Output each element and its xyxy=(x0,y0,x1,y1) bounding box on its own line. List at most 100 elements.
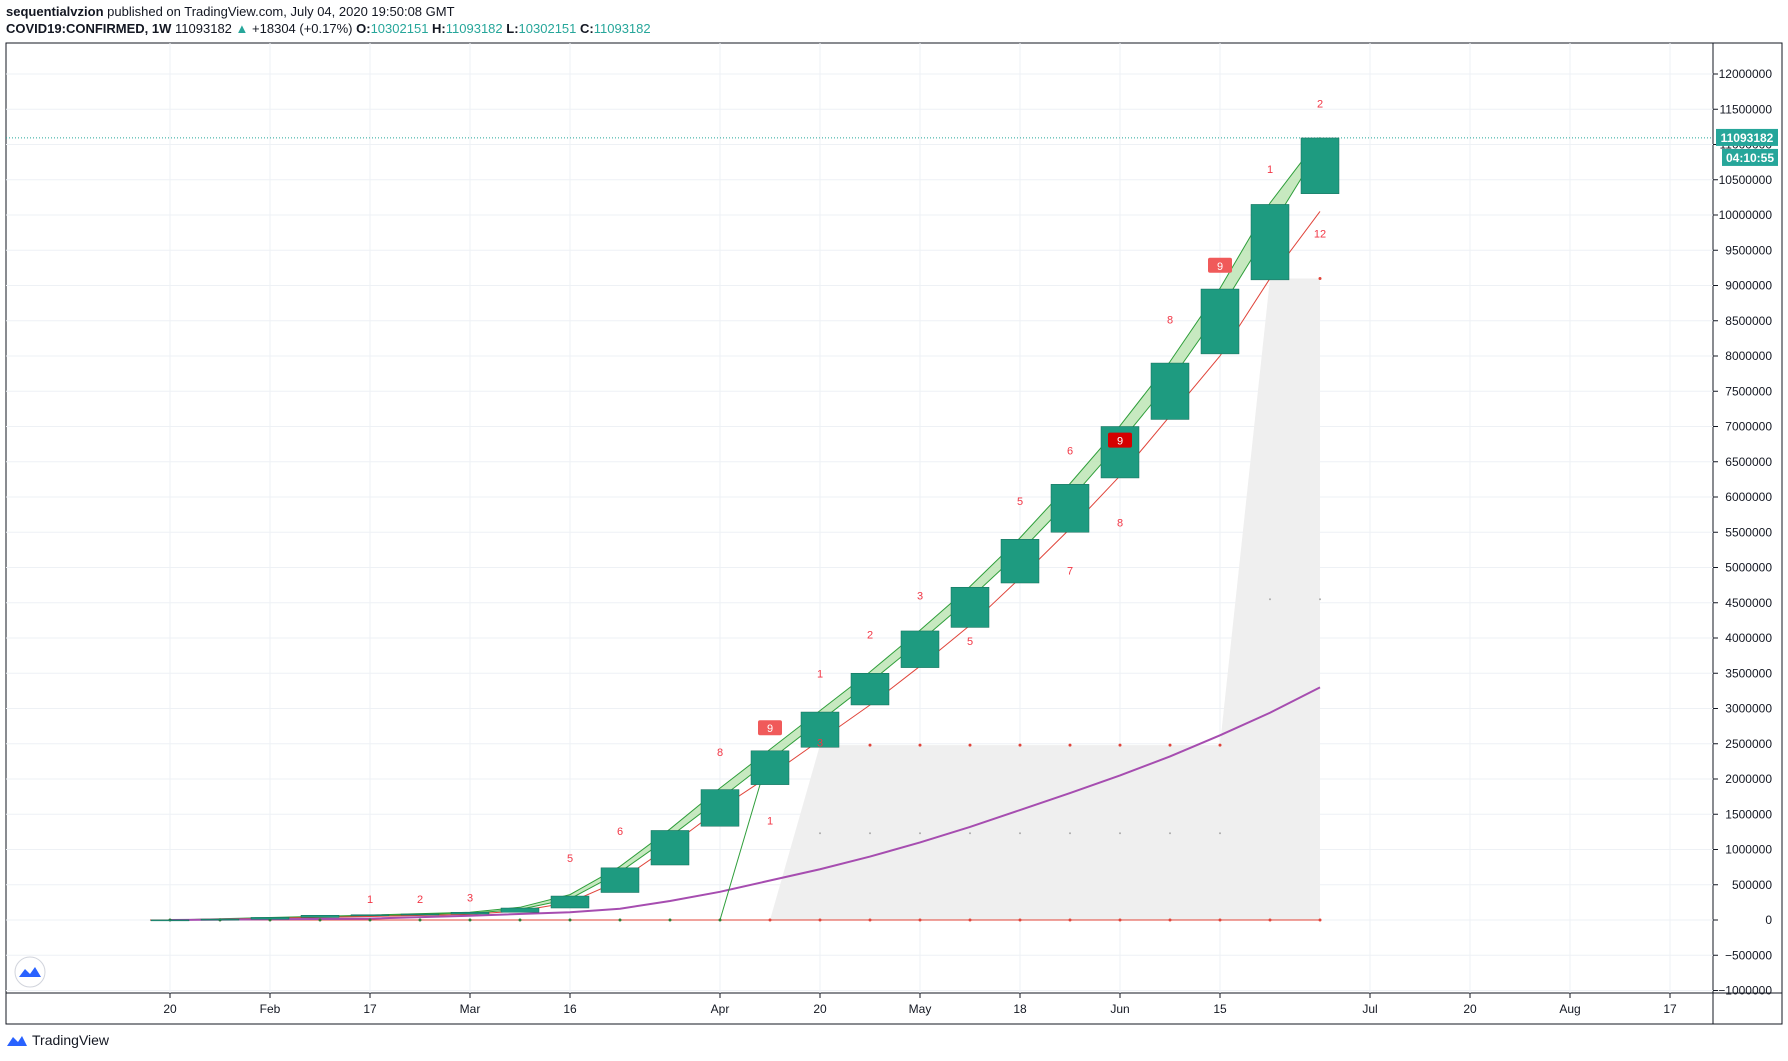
price-tick-label: 2500000 xyxy=(1725,737,1772,751)
chart-logo-button[interactable] xyxy=(14,956,46,988)
sequence-count-label: 1 xyxy=(767,816,773,828)
publish-line: sequentialvzion published on TradingView… xyxy=(6,4,455,19)
candle xyxy=(500,907,540,913)
level-dot xyxy=(1118,743,1122,747)
tradingview-logo-icon xyxy=(19,967,41,977)
baseline-dot xyxy=(618,918,622,922)
time-tick-label: 20 xyxy=(813,1002,827,1016)
sequence-count-label: 6 xyxy=(617,826,623,838)
time-tick-label: 20 xyxy=(1463,1002,1477,1016)
candle xyxy=(900,630,940,668)
price-tick-label: 3500000 xyxy=(1725,666,1772,680)
baseline-dot xyxy=(718,918,722,922)
symbol-label[interactable]: COVID19:CONFIRMED, 1W xyxy=(6,21,172,36)
time-tick-label: 16 xyxy=(563,1002,577,1016)
price-tick-label: 8000000 xyxy=(1725,349,1772,363)
open-value: 10302151 xyxy=(370,21,429,36)
price-tick-label: 9000000 xyxy=(1725,279,1772,293)
level-dot xyxy=(1018,743,1022,747)
candle xyxy=(850,673,890,706)
price-tick-label: 5500000 xyxy=(1725,525,1772,539)
price-tick-label: 7000000 xyxy=(1725,420,1772,434)
candle xyxy=(700,789,740,827)
footer-brand-label: TradingView xyxy=(32,1032,110,1048)
author-name[interactable]: sequentialvzion xyxy=(6,4,104,19)
price-badge-text: 11093182 xyxy=(1721,131,1774,145)
level-dot xyxy=(1218,743,1222,747)
chart-frame xyxy=(5,42,1783,1025)
shaded-region xyxy=(770,278,1320,920)
mid-level-dot xyxy=(919,832,921,835)
level-dot xyxy=(918,743,922,747)
shaded-area xyxy=(770,278,1320,920)
candle xyxy=(1000,539,1040,584)
time-tick-label: Jun xyxy=(1110,1002,1129,1016)
time-tick-label: 15 xyxy=(1213,1002,1227,1016)
baseline-dot xyxy=(518,918,522,922)
tradingview-cloud-icon xyxy=(7,1036,27,1046)
mid-level-dot xyxy=(1219,832,1221,835)
price-tick-label: 500000 xyxy=(1732,878,1772,892)
price-tick-label: −500000 xyxy=(1725,948,1772,962)
mid-level-dot xyxy=(1169,832,1171,835)
time-tick-label: Aug xyxy=(1559,1002,1580,1016)
price-axis[interactable]: −1000000 −500000 0 500000 1000000 1500000 2000… xyxy=(1713,67,1772,998)
candle xyxy=(1300,137,1340,194)
level-dot xyxy=(1318,276,1322,280)
baseline-dot xyxy=(1268,918,1272,922)
sequence-count-label: 2 xyxy=(1317,99,1323,111)
baseline-dot xyxy=(1318,918,1322,922)
signal-marker-box xyxy=(758,720,782,736)
sequence-count-label: 2 xyxy=(867,629,873,641)
time-tick-label: Feb xyxy=(260,1002,281,1016)
time-tick-label: Jul xyxy=(1362,1002,1377,1016)
time-axis[interactable]: 20 Feb 17 Mar 16 Apr 20 May 18 Jun 15 Jul 20 Aug 17 xyxy=(163,993,1677,1016)
baseline-dot xyxy=(468,918,472,922)
price-tick-label: 8500000 xyxy=(1725,314,1772,328)
baseline-dot xyxy=(818,918,822,922)
sequence-count-label: 3 xyxy=(917,591,923,603)
time-tick-label: 17 xyxy=(363,1002,377,1016)
price-tick-label: 4000000 xyxy=(1725,631,1772,645)
sequence-count-label: 8 xyxy=(1117,517,1123,529)
high-label: H: xyxy=(432,21,446,36)
price-tick-label: −1000000 xyxy=(1718,984,1772,998)
time-tick-label: 18 xyxy=(1013,1002,1027,1016)
mid-level-dot xyxy=(869,832,871,835)
publish-text: published on TradingView.com, July 04, 2… xyxy=(107,4,455,19)
time-tick-label: 20 xyxy=(163,1002,177,1016)
time-tick-label: 17 xyxy=(1663,1002,1677,1016)
price-tick-label: 3000000 xyxy=(1725,702,1772,716)
mid-level-dot xyxy=(1119,832,1121,835)
price-tick-label: 0 xyxy=(1765,913,1772,927)
candle xyxy=(250,917,290,920)
baseline-dot xyxy=(368,918,372,922)
change-value: +18304 (+0.17%) xyxy=(252,21,353,36)
price-tick-label: 1000000 xyxy=(1725,843,1772,857)
price-tick-label: 10500000 xyxy=(1719,173,1773,187)
price-tick-label: 9500000 xyxy=(1725,243,1772,257)
candle xyxy=(150,919,190,922)
high-value: 11093182 xyxy=(445,21,503,36)
time-tick-label: Apr xyxy=(711,1002,730,1016)
price-tick-label: 6000000 xyxy=(1725,490,1772,504)
sequence-count-label: 3 xyxy=(467,892,473,904)
sequence-count-label: 5 xyxy=(967,636,973,648)
candle xyxy=(300,915,340,918)
mid-level-dot xyxy=(1069,832,1071,835)
baseline-dot xyxy=(868,918,872,922)
price-tick-label: 4500000 xyxy=(1725,596,1772,610)
footer-brand[interactable]: TradingView xyxy=(6,1032,109,1048)
signal-marker-label: 9 xyxy=(1217,261,1223,273)
baseline-dot xyxy=(1018,918,1022,922)
baseline-dot xyxy=(1168,918,1172,922)
time-tick-label: May xyxy=(909,1002,932,1016)
baseline-dot xyxy=(418,918,422,922)
last-price: 11093182 xyxy=(175,21,232,36)
candle xyxy=(1050,484,1090,533)
open-label: O: xyxy=(356,21,371,36)
price-tick-label: 2000000 xyxy=(1725,772,1772,786)
sequence-count-label: 5 xyxy=(567,853,573,865)
candle xyxy=(400,913,440,916)
